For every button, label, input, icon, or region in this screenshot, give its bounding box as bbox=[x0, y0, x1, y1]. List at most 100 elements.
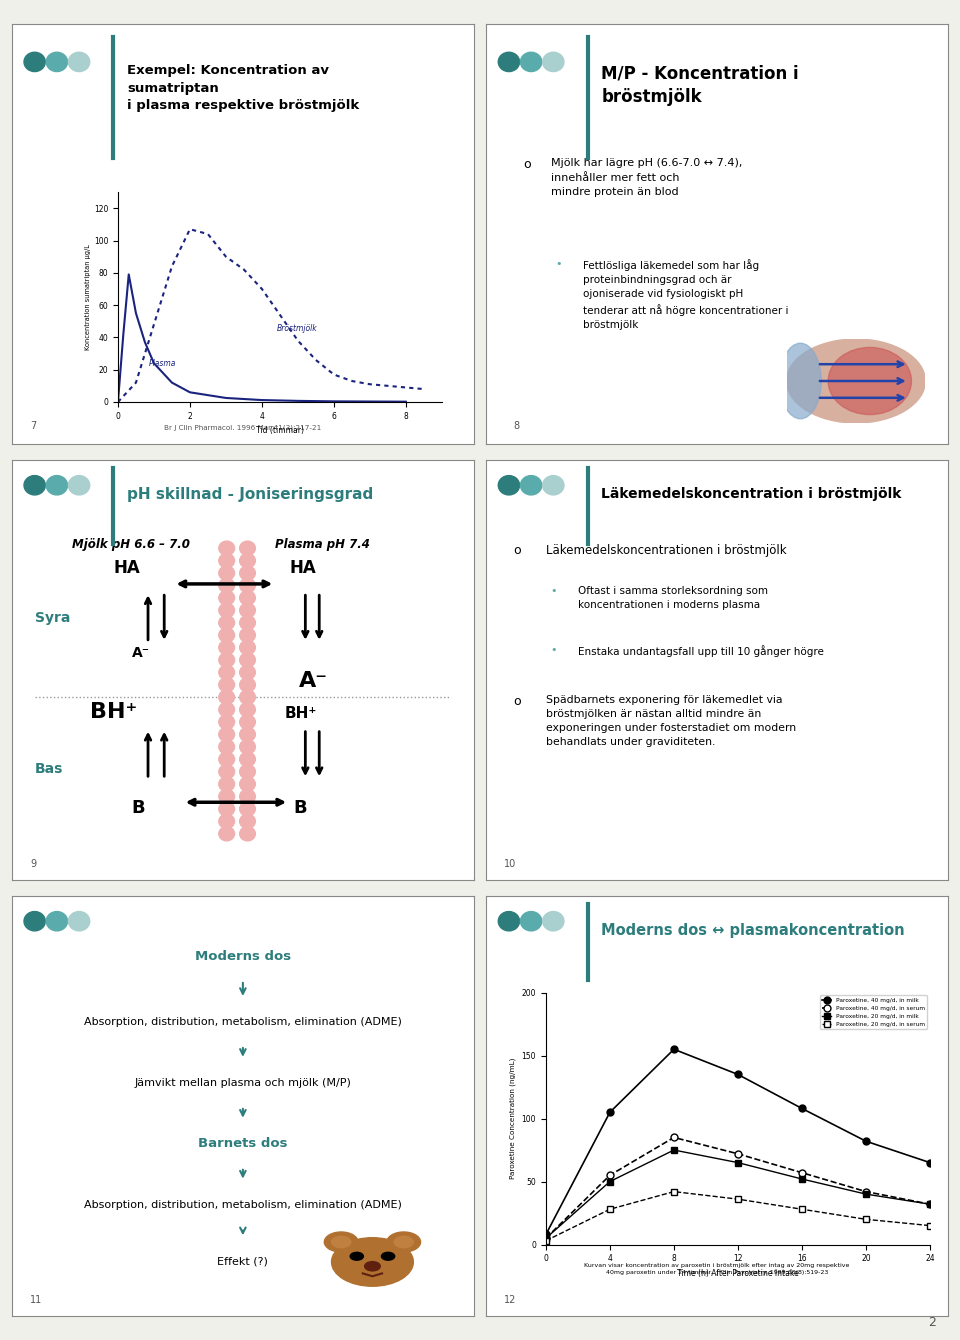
Circle shape bbox=[68, 911, 89, 931]
Circle shape bbox=[219, 728, 234, 741]
Circle shape bbox=[498, 476, 519, 494]
Text: Effekt (?): Effekt (?) bbox=[218, 1257, 268, 1266]
Circle shape bbox=[240, 591, 255, 606]
Circle shape bbox=[331, 1237, 350, 1248]
Text: Moderns dos ↔ plasmakoncentration: Moderns dos ↔ plasmakoncentration bbox=[601, 923, 905, 938]
Text: Jämvikt mellan plasma och mjölk (M/P): Jämvikt mellan plasma och mjölk (M/P) bbox=[134, 1077, 351, 1088]
Circle shape bbox=[240, 777, 255, 791]
Line: Paroxetine, 20 mg/d, in milk: Paroxetine, 20 mg/d, in milk bbox=[543, 1147, 933, 1241]
Circle shape bbox=[324, 1231, 358, 1252]
Circle shape bbox=[395, 1237, 414, 1248]
Paroxetine, 20 mg/d, in milk bbox=[540, 1230, 552, 1246]
Circle shape bbox=[240, 665, 255, 679]
Circle shape bbox=[520, 911, 541, 931]
Circle shape bbox=[520, 476, 541, 494]
Circle shape bbox=[240, 740, 255, 754]
Paroxetine, 40 mg/d, in milk bbox=[796, 1100, 807, 1116]
Text: HA: HA bbox=[113, 559, 140, 578]
Text: o: o bbox=[514, 544, 521, 557]
Paroxetine, 40 mg/d, in milk bbox=[732, 1067, 744, 1083]
Paroxetine, 20 mg/d, in milk bbox=[924, 1197, 936, 1213]
Text: Oftast i samma storleksordning som
koncentrationen i moderns plasma: Oftast i samma storleksordning som konce… bbox=[578, 586, 768, 610]
Circle shape bbox=[542, 476, 564, 494]
Paroxetine, 20 mg/d, in milk bbox=[796, 1171, 807, 1187]
Paroxetine, 20 mg/d, in serum bbox=[732, 1191, 744, 1207]
Text: 12: 12 bbox=[504, 1296, 516, 1305]
Circle shape bbox=[542, 911, 564, 931]
Circle shape bbox=[240, 579, 255, 592]
Paroxetine, 20 mg/d, in serum bbox=[796, 1201, 807, 1217]
Text: Bröstmjölk: Bröstmjölk bbox=[276, 324, 317, 332]
Line: Paroxetine, 20 mg/d, in serum: Paroxetine, 20 mg/d, in serum bbox=[543, 1189, 933, 1244]
Text: Läkemedelskoncentration i bröstmjölk: Läkemedelskoncentration i bröstmjölk bbox=[601, 488, 901, 501]
Text: B: B bbox=[294, 799, 307, 817]
Text: o: o bbox=[523, 158, 531, 172]
Text: pH skillnad - Joniseringsgrad: pH skillnad - Joniseringsgrad bbox=[127, 488, 373, 502]
X-axis label: Tid (timmar): Tid (timmar) bbox=[256, 426, 304, 436]
Circle shape bbox=[240, 728, 255, 741]
Circle shape bbox=[219, 579, 234, 592]
Text: Syra: Syra bbox=[35, 611, 70, 624]
Text: Exempel: Koncentration av
sumatriptan
i plasma respektive bröstmjölk: Exempel: Koncentration av sumatriptan i … bbox=[127, 64, 359, 113]
Circle shape bbox=[331, 1238, 414, 1286]
Paroxetine, 40 mg/d, in serum bbox=[924, 1197, 936, 1213]
Circle shape bbox=[219, 615, 234, 630]
Circle shape bbox=[240, 801, 255, 816]
Text: Mjölk har lägre pH (6.6-7.0 ↔ 7.4),
innehåller mer fett och
mindre protein än bl: Mjölk har lägre pH (6.6-7.0 ↔ 7.4), inne… bbox=[550, 158, 742, 197]
Text: Plasma: Plasma bbox=[149, 359, 176, 368]
Circle shape bbox=[219, 628, 234, 642]
Circle shape bbox=[520, 52, 541, 71]
Circle shape bbox=[219, 653, 234, 667]
Circle shape bbox=[381, 1253, 395, 1260]
Text: Mjölk pH 6.6 – 7.0: Mjölk pH 6.6 – 7.0 bbox=[72, 539, 189, 551]
Circle shape bbox=[46, 476, 67, 494]
Ellipse shape bbox=[786, 339, 925, 423]
Circle shape bbox=[219, 690, 234, 705]
Circle shape bbox=[240, 702, 255, 717]
Line: Paroxetine, 40 mg/d, in milk: Paroxetine, 40 mg/d, in milk bbox=[542, 1045, 933, 1238]
Circle shape bbox=[24, 476, 45, 494]
Circle shape bbox=[240, 714, 255, 729]
Circle shape bbox=[350, 1253, 364, 1260]
Circle shape bbox=[365, 1262, 380, 1270]
Text: •: • bbox=[550, 586, 557, 596]
Text: Läkemedelskoncentrationen i bröstmjölk: Läkemedelskoncentrationen i bröstmjölk bbox=[546, 544, 786, 557]
Text: A⁻: A⁻ bbox=[299, 671, 327, 691]
Text: Absorption, distribution, metabolism, elimination (ADME): Absorption, distribution, metabolism, el… bbox=[84, 1017, 402, 1026]
Text: Spädbarnets exponering för läkemedlet via
bröstmjölken är nästan alltid mindre ä: Spädbarnets exponering för läkemedlet vi… bbox=[546, 695, 796, 748]
Circle shape bbox=[498, 52, 519, 71]
Circle shape bbox=[219, 565, 234, 580]
Circle shape bbox=[219, 801, 234, 816]
Circle shape bbox=[68, 52, 89, 71]
Paroxetine, 40 mg/d, in milk bbox=[540, 1226, 552, 1242]
Circle shape bbox=[219, 641, 234, 655]
Circle shape bbox=[219, 678, 234, 691]
Paroxetine, 40 mg/d, in serum bbox=[604, 1167, 615, 1183]
Text: M/P - Koncentration i
bröstmjölk: M/P - Koncentration i bröstmjölk bbox=[601, 64, 799, 106]
Circle shape bbox=[219, 665, 234, 679]
Circle shape bbox=[240, 789, 255, 804]
Text: Bas: Bas bbox=[35, 762, 63, 776]
Paroxetine, 40 mg/d, in serum bbox=[860, 1183, 872, 1199]
Paroxetine, 40 mg/d, in serum bbox=[796, 1164, 807, 1181]
Circle shape bbox=[240, 678, 255, 691]
Circle shape bbox=[219, 827, 234, 842]
Ellipse shape bbox=[780, 343, 821, 419]
Text: Br J Clin Pharmacol. 1996 Mar;41(3):217-21: Br J Clin Pharmacol. 1996 Mar;41(3):217-… bbox=[164, 425, 322, 430]
Circle shape bbox=[46, 911, 67, 931]
Circle shape bbox=[219, 815, 234, 828]
Paroxetine, 40 mg/d, in milk bbox=[604, 1104, 615, 1120]
Circle shape bbox=[240, 827, 255, 842]
Paroxetine, 40 mg/d, in milk bbox=[668, 1041, 680, 1057]
Circle shape bbox=[498, 911, 519, 931]
Text: Kurvan visar koncentration av paroxetin i bröstmjölk efter intag av 20mg respekt: Kurvan visar koncentration av paroxetin … bbox=[585, 1264, 850, 1274]
Circle shape bbox=[24, 911, 45, 931]
Circle shape bbox=[219, 740, 234, 754]
Paroxetine, 20 mg/d, in milk bbox=[732, 1155, 744, 1171]
Circle shape bbox=[240, 765, 255, 779]
Line: Paroxetine, 40 mg/d, in serum: Paroxetine, 40 mg/d, in serum bbox=[542, 1134, 933, 1242]
Paroxetine, 20 mg/d, in serum bbox=[540, 1233, 552, 1249]
Paroxetine, 40 mg/d, in serum bbox=[732, 1146, 744, 1162]
Text: B: B bbox=[132, 799, 146, 817]
X-axis label: Time (h) After Paroxetine Intake: Time (h) After Paroxetine Intake bbox=[677, 1269, 799, 1278]
